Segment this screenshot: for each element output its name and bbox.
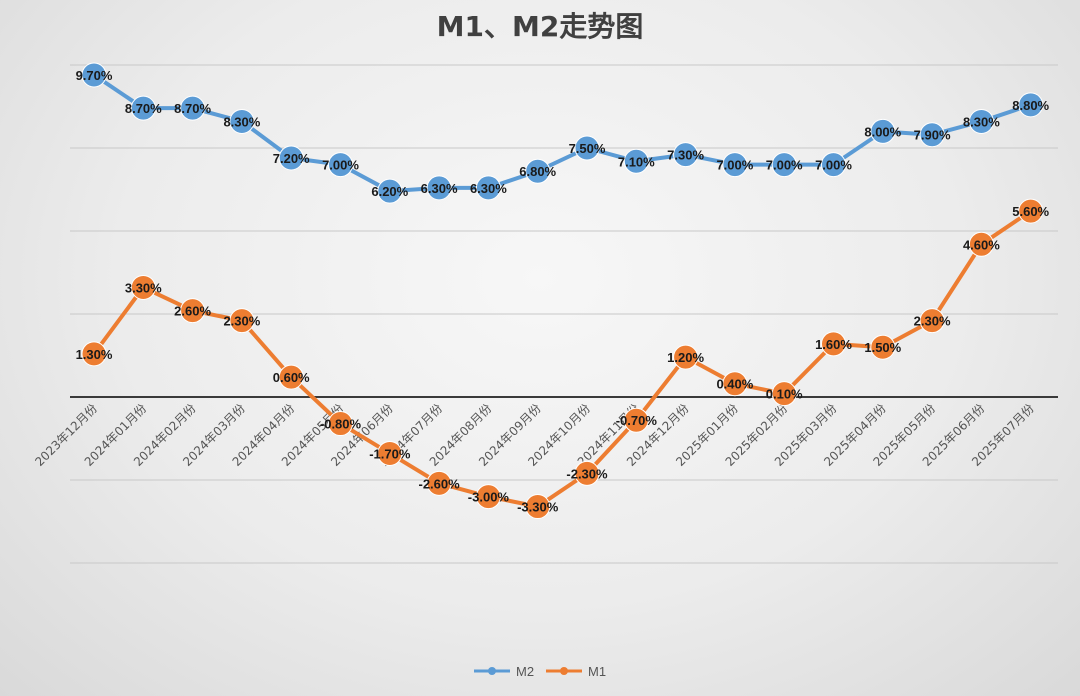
data-point: [278, 145, 304, 171]
data-point: [623, 148, 649, 174]
data-label: -2.60%: [418, 476, 460, 491]
data-point: [377, 440, 403, 466]
data-label: -3.30%: [517, 500, 559, 515]
data-label: 7.00%: [766, 158, 803, 173]
data-label: 7.00%: [815, 158, 852, 173]
data-label: 7.10%: [618, 154, 655, 169]
data-point: [673, 142, 699, 168]
x-axis-tick-labels: 2023年12月份2024年01月份2024年02月份2024年03月份2024…: [32, 401, 1036, 469]
data-label: 3.30%: [125, 280, 162, 295]
data-point: [1018, 92, 1044, 118]
data-point: [475, 484, 501, 510]
data-label: 2.30%: [223, 314, 260, 329]
data-point: [919, 308, 945, 334]
series-m1: [81, 198, 1044, 520]
data-label: 8.70%: [125, 101, 162, 116]
data-label: 6.80%: [519, 164, 556, 179]
data-point: [673, 344, 699, 370]
data-point: [328, 152, 353, 178]
data-point: [377, 178, 403, 204]
chart-title: M1、M2走势图: [437, 10, 644, 43]
data-point: [130, 95, 156, 121]
data-point: [229, 108, 255, 134]
data-label: 8.00%: [864, 124, 901, 139]
data-point: [525, 494, 551, 520]
data-point: [574, 460, 600, 486]
data-point: [722, 371, 748, 397]
legend-item-m2: M2: [474, 664, 534, 679]
data-point: [328, 411, 353, 437]
data-label: 7.50%: [569, 141, 606, 156]
data-label: 8.30%: [963, 114, 1000, 129]
legend-swatch-marker: [488, 667, 496, 675]
series-lines: [81, 62, 1044, 520]
data-point: [870, 334, 896, 360]
data-point: [525, 158, 551, 184]
data-label: 7.00%: [716, 158, 753, 173]
data-point: [1018, 198, 1044, 224]
legend-label: M2: [516, 664, 534, 679]
data-label: -3.00%: [468, 490, 510, 505]
data-label: 6.30%: [421, 181, 458, 196]
data-label: 7.90%: [914, 128, 951, 143]
data-label: 8.80%: [1012, 98, 1049, 113]
data-point: [870, 118, 896, 144]
data-label: 9.70%: [76, 68, 113, 83]
data-label: 7.00%: [322, 158, 359, 173]
series-m2: [81, 62, 1044, 204]
data-label: 0.40%: [716, 377, 753, 392]
data-point: [426, 470, 452, 496]
data-label: 2.30%: [914, 314, 951, 329]
data-label: 1.20%: [667, 350, 704, 365]
data-point: [722, 152, 748, 178]
data-label: 1.30%: [76, 347, 113, 362]
data-labels: 9.70% 8.70% 8.70% 8.30% 7.20% 7.00% 6.20% 6.30%…: [76, 68, 1050, 515]
data-label: -2.30%: [566, 466, 608, 481]
legend-swatch-marker: [560, 667, 568, 675]
data-point: [821, 331, 846, 357]
data-point: [180, 95, 206, 121]
legend-item-m1: M1: [546, 664, 606, 679]
data-label: 7.20%: [273, 151, 310, 166]
data-point: [968, 231, 994, 257]
data-point: [771, 381, 797, 407]
data-label: 4.60%: [963, 237, 1000, 252]
data-point: [180, 298, 206, 324]
data-point: [278, 364, 304, 390]
data-point: [623, 407, 649, 433]
data-label: 8.70%: [174, 101, 211, 116]
data-label: 6.20%: [371, 184, 408, 199]
data-point: [771, 152, 797, 178]
data-label: 5.60%: [1012, 204, 1049, 219]
legend-label: M1: [588, 664, 606, 679]
legend: M2 M1: [474, 664, 606, 679]
data-label: 6.30%: [470, 181, 507, 196]
data-point: [229, 308, 255, 334]
data-point: [574, 135, 600, 161]
data-point: [81, 341, 107, 367]
data-point: [130, 274, 156, 300]
data-label: 8.30%: [223, 114, 260, 129]
data-label: 1.50%: [864, 340, 901, 355]
data-label: -1.70%: [369, 446, 411, 461]
data-label: 1.60%: [815, 337, 852, 352]
data-point: [426, 175, 452, 201]
data-label: -0.80%: [320, 417, 362, 432]
data-point: [968, 108, 994, 134]
data-label: 0.10%: [766, 387, 803, 402]
data-label: 2.60%: [174, 304, 211, 319]
data-point: [475, 175, 501, 201]
data-label: 0.60%: [273, 370, 310, 385]
data-point: [919, 122, 945, 148]
data-point: [81, 62, 107, 88]
data-label: 7.30%: [667, 148, 704, 163]
data-label: -0.70%: [616, 413, 658, 428]
data-point: [821, 152, 846, 178]
